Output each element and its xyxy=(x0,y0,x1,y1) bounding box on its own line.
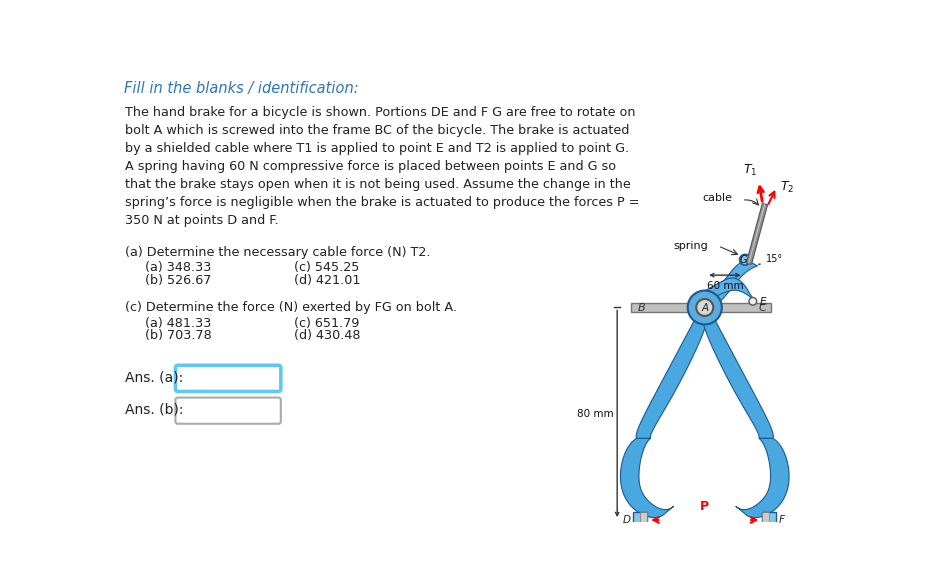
Text: F: F xyxy=(779,515,785,525)
Text: 60 mm: 60 mm xyxy=(707,281,744,291)
Text: (b) 703.78: (b) 703.78 xyxy=(145,329,212,342)
Text: E: E xyxy=(759,297,767,307)
Text: 15°: 15° xyxy=(766,254,783,264)
Text: $T_1$: $T_1$ xyxy=(743,163,757,178)
Polygon shape xyxy=(620,438,674,517)
Text: (c) 545.25: (c) 545.25 xyxy=(294,261,359,274)
Circle shape xyxy=(688,291,721,325)
Text: (c) 651.79: (c) 651.79 xyxy=(294,316,359,330)
Text: 80 mm: 80 mm xyxy=(578,409,614,419)
Polygon shape xyxy=(736,438,789,517)
FancyBboxPatch shape xyxy=(175,397,281,424)
Text: (d) 421.01: (d) 421.01 xyxy=(294,274,360,287)
Text: D: D xyxy=(622,515,631,525)
Text: Ans. (a):: Ans. (a): xyxy=(125,370,183,384)
Circle shape xyxy=(696,299,713,316)
Text: (a) Determine the necessary cable force (N) T2.: (a) Determine the necessary cable force … xyxy=(125,246,431,259)
Polygon shape xyxy=(746,203,768,264)
Polygon shape xyxy=(633,512,647,528)
Text: (b) 526.67: (b) 526.67 xyxy=(145,274,211,287)
Polygon shape xyxy=(632,303,770,312)
Circle shape xyxy=(749,298,757,305)
Polygon shape xyxy=(701,278,755,301)
Circle shape xyxy=(740,254,750,265)
Text: cable: cable xyxy=(703,193,732,203)
Polygon shape xyxy=(748,204,765,264)
Text: B: B xyxy=(637,303,644,314)
Polygon shape xyxy=(711,261,757,301)
Text: (a) 481.33: (a) 481.33 xyxy=(145,316,211,330)
Polygon shape xyxy=(641,512,647,528)
Text: The hand brake for a bicycle is shown. Portions DE and F G are free to rotate on: The hand brake for a bicycle is shown. P… xyxy=(125,105,640,227)
Text: spring: spring xyxy=(673,241,707,251)
Polygon shape xyxy=(703,318,773,438)
Text: $T_2$: $T_2$ xyxy=(780,179,794,195)
Text: Fill in the blanks / identification:: Fill in the blanks / identification: xyxy=(123,81,358,96)
Text: G: G xyxy=(740,255,747,265)
Text: A: A xyxy=(701,303,708,314)
Text: C: C xyxy=(759,303,767,314)
Text: P: P xyxy=(700,500,709,513)
Polygon shape xyxy=(762,512,776,528)
Polygon shape xyxy=(636,318,707,438)
Text: Ans. (b):: Ans. (b): xyxy=(125,403,183,417)
Text: (a) 348.33: (a) 348.33 xyxy=(145,261,211,274)
Text: (d) 430.48: (d) 430.48 xyxy=(294,329,360,342)
Polygon shape xyxy=(762,512,770,528)
Text: (c) Determine the force (N) exerted by FG on bolt A.: (c) Determine the force (N) exerted by F… xyxy=(125,301,457,314)
FancyBboxPatch shape xyxy=(175,365,281,391)
